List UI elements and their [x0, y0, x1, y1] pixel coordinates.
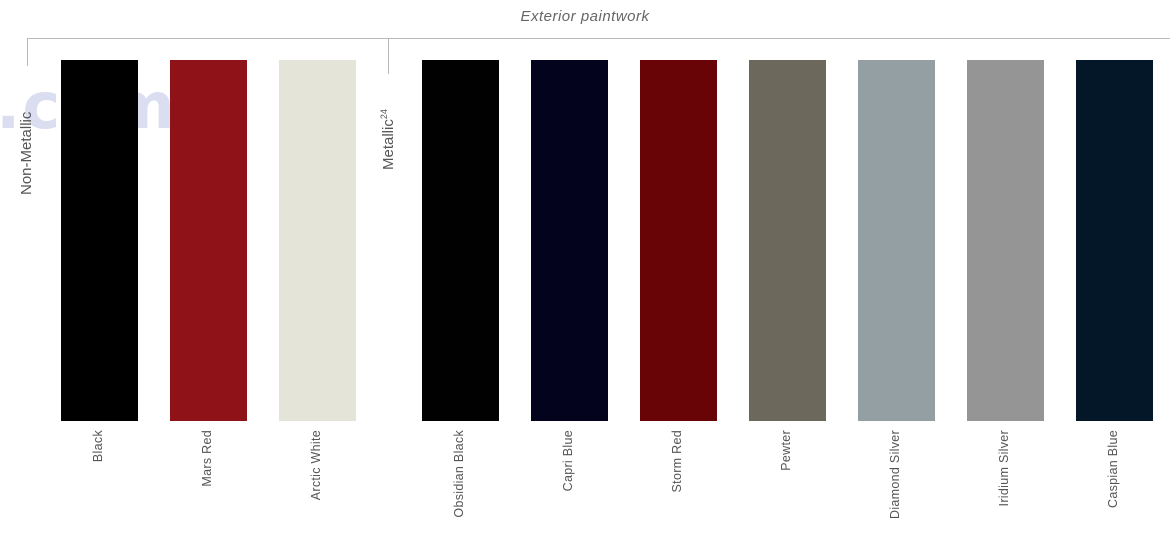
color-name-wrap: Caspian Blue	[1076, 430, 1153, 537]
color-name-wrap: Pewter	[749, 430, 826, 537]
color-name-wrap: Diamond Silver	[858, 430, 935, 537]
color-name: Mars Red	[200, 430, 214, 487]
group-label-text: Non-Metallic	[18, 111, 35, 195]
color-name: Caspian Blue	[1106, 430, 1120, 508]
color-swatch-diamond-silver[interactable]	[858, 60, 935, 421]
color-name-wrap: Mars Red	[170, 430, 247, 537]
color-name: Black	[91, 430, 105, 463]
divider-line-right	[388, 38, 1170, 39]
color-swatch-arctic-white[interactable]	[279, 60, 356, 421]
color-swatch-iridium-silver[interactable]	[967, 60, 1044, 421]
group-label-text: Metallic	[380, 119, 397, 170]
divider-line-left	[27, 38, 388, 39]
color-swatch-black[interactable]	[61, 60, 138, 421]
divider-tick-middle	[388, 38, 389, 74]
color-swatch-storm-red[interactable]	[640, 60, 717, 421]
color-name-wrap: Capri Blue	[531, 430, 608, 537]
color-name-wrap: Black	[61, 430, 138, 537]
color-swatch-obsidian-black[interactable]	[422, 60, 499, 421]
color-name-wrap: Storm Red	[640, 430, 717, 537]
color-name: Obsidian Black	[452, 430, 466, 518]
group-label-metallic: Metallic24	[379, 109, 397, 170]
color-swatch-capri-blue[interactable]	[531, 60, 608, 421]
footnote-marker: 24	[379, 109, 389, 120]
page-title: Exterior paintwork	[520, 8, 650, 25]
divider-tick-left	[27, 38, 28, 66]
color-name: Arctic White	[309, 430, 323, 501]
color-name: Iridium Silver	[997, 430, 1011, 507]
color-name-wrap: Arctic White	[279, 430, 356, 537]
color-name-wrap: Obsidian Black	[422, 430, 499, 537]
color-name: Capri Blue	[561, 430, 575, 492]
color-name: Storm Red	[670, 430, 684, 493]
color-name: Diamond Silver	[888, 430, 902, 519]
group-label-non-metallic: Non-Metallic	[18, 112, 35, 195]
color-swatch-pewter[interactable]	[749, 60, 826, 421]
color-swatch-caspian-blue[interactable]	[1076, 60, 1153, 421]
color-name: Pewter	[779, 430, 793, 471]
color-name-wrap: Iridium Silver	[967, 430, 1044, 537]
color-swatch-mars-red[interactable]	[170, 60, 247, 421]
